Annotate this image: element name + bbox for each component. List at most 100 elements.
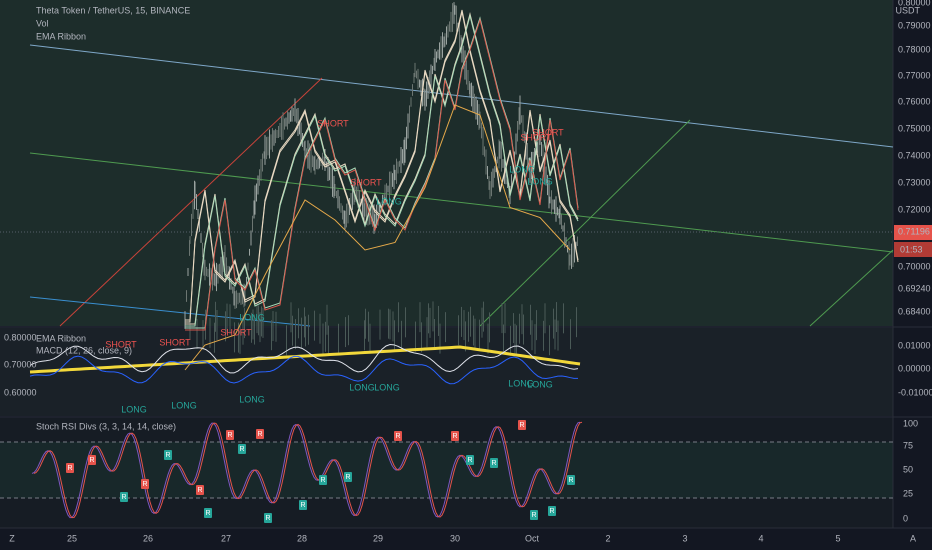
signal-label: LONG <box>239 394 265 404</box>
volume-bar <box>426 317 428 348</box>
rsi-axis-label: 50 <box>903 464 913 474</box>
ema-line <box>184 104 571 371</box>
volume-bar <box>322 323 324 354</box>
signal-label: LONG <box>121 404 147 414</box>
signal-label: LONG <box>508 378 534 388</box>
volume-bar <box>226 303 228 334</box>
volume-bar <box>314 310 315 341</box>
trend-line <box>479 119 691 327</box>
signal-label: LONG <box>374 382 400 392</box>
volume-bar <box>398 302 399 333</box>
volume-bar <box>389 309 391 340</box>
signal-badge <box>518 420 526 430</box>
signal-badge <box>394 431 402 441</box>
price-tick-label: 0.73000 <box>898 177 931 187</box>
volume-bar <box>483 301 484 332</box>
signal-label: LONG <box>239 312 265 322</box>
volume-bar <box>189 309 191 340</box>
volume-bar <box>262 307 264 338</box>
signal-line <box>29 344 579 374</box>
volume-bar <box>239 323 241 354</box>
currency-label: USDT <box>896 5 921 15</box>
signal-label: R <box>345 474 350 481</box>
signal-badge <box>238 444 246 454</box>
signal-badge <box>164 450 172 460</box>
volume-bar <box>461 306 462 337</box>
countdown-box <box>894 242 932 257</box>
signal-label: R <box>300 502 305 509</box>
volume-bar <box>244 308 245 339</box>
left-axis-label: 0.70000 <box>4 359 37 369</box>
indicator-label: MACD (12, 26, close, 9) <box>36 345 132 355</box>
signal-label: R <box>227 432 232 439</box>
volume-bar <box>419 302 421 333</box>
signal-label: SHORT <box>520 132 552 142</box>
signal-badge <box>567 475 575 485</box>
last-price: 0.71196 <box>898 226 930 236</box>
volume-bar <box>401 320 402 351</box>
volume-bar <box>556 302 557 333</box>
price-tick-label: 0.79000 <box>898 20 931 30</box>
signal-badge <box>344 472 352 482</box>
right-axis-label: 0.01000 <box>898 340 931 350</box>
signal-label: R <box>549 508 554 515</box>
signal-label: R <box>67 465 72 472</box>
volume-bar <box>534 324 536 355</box>
volume-bar <box>434 319 435 350</box>
volume-bar <box>513 313 514 344</box>
signal-label: R <box>531 512 536 519</box>
volume-bar <box>487 323 489 354</box>
volume-bar <box>251 312 252 343</box>
corner-button[interactable]: Z <box>9 533 15 543</box>
price-tick-label: 0.78000 <box>898 44 931 54</box>
volume-bar <box>432 301 434 332</box>
volume-bar <box>516 325 517 356</box>
rsi-band <box>0 442 893 498</box>
signal-badge <box>466 455 474 465</box>
signal-label: R <box>165 452 170 459</box>
signal-label: R <box>89 457 94 464</box>
volume-bar <box>295 319 296 350</box>
volume-bar <box>286 325 287 356</box>
volume-bar <box>445 312 446 343</box>
volume-bar <box>304 307 305 338</box>
volume-bar <box>325 321 326 352</box>
price-tick-label: 0.68400 <box>898 306 931 316</box>
signal-label: R <box>568 477 573 484</box>
signal-badge <box>530 510 538 520</box>
time-tick-label: 2 <box>605 533 610 543</box>
signal-label: R <box>320 477 325 484</box>
volume-bar <box>481 307 483 338</box>
volume-bar <box>328 325 329 356</box>
volume-bar <box>319 313 321 344</box>
signal-label: LONG <box>527 176 553 186</box>
time-tick-label: 27 <box>221 533 231 543</box>
volume-bar <box>216 309 218 340</box>
rsi-axis-label: 0 <box>903 513 908 523</box>
volume-bar <box>523 314 524 345</box>
volume-bar <box>468 311 469 342</box>
volume-bar <box>479 319 480 350</box>
countdown: 01:53 <box>900 244 923 254</box>
signal-label: R <box>205 510 210 517</box>
price-tick-label: 0.70000 <box>898 261 931 271</box>
signal-badge <box>548 506 556 516</box>
volume-bar <box>225 311 226 342</box>
volume-bar <box>272 311 274 342</box>
rsi-axis-label: 25 <box>903 488 913 498</box>
volume-bar <box>298 308 299 339</box>
signal-label: R <box>142 481 147 488</box>
corner-button[interactable]: A <box>910 533 916 543</box>
last-price-box <box>894 225 932 240</box>
signal-label: LONG <box>509 164 535 174</box>
right-axis-label: 0.00000 <box>898 363 931 373</box>
volume-bar <box>503 324 504 355</box>
volume-bar <box>531 320 533 351</box>
volume-bar <box>439 323 441 354</box>
ema-ribbon <box>185 14 579 327</box>
signal-badge <box>141 479 149 489</box>
signal-label: R <box>265 515 270 522</box>
volume-bar <box>470 306 471 337</box>
volume-bar <box>348 315 349 346</box>
